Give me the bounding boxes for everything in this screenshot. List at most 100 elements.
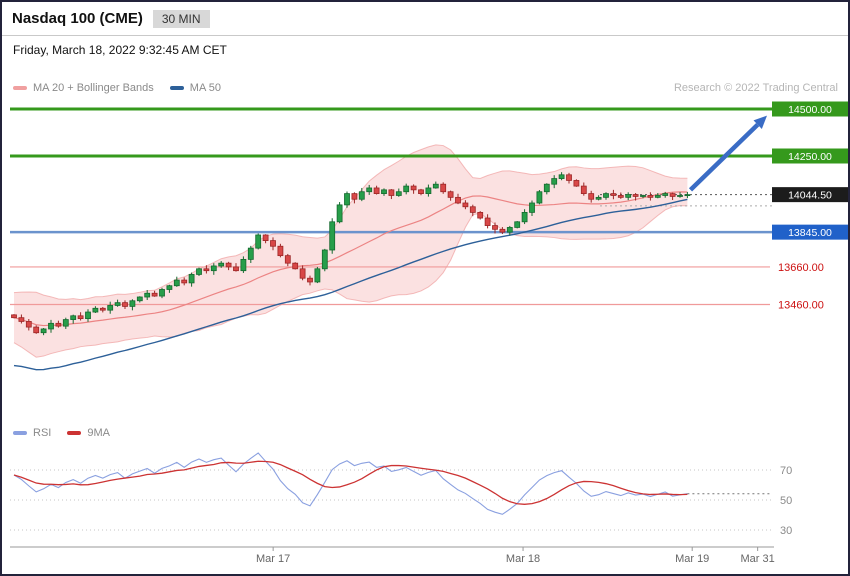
candle [455,193,461,205]
timeframe-badge: 30 MIN [152,9,210,28]
support-level-label: 13460.00 [778,300,824,312]
rsi-panel: 70 50 30 Mar 17 Mar 18 Mar 19 Mar 31 [10,452,792,565]
rsi-legend: RSI 9MA [13,427,126,439]
candle [403,183,410,195]
candle [580,182,587,196]
candle [388,189,395,200]
candle [617,192,624,199]
candle [536,190,543,205]
candle [647,192,654,201]
rsi-ma-line [13,460,688,505]
candle [55,320,62,328]
candle [225,261,232,271]
candle [543,183,550,195]
trend-arrow-head-icon [753,115,767,129]
ma50-line [13,198,688,371]
bollinger-label: MA 20 + Bollinger Bands [33,82,154,94]
candle [151,290,158,297]
candle [329,218,336,254]
candle [210,263,217,275]
legend-item-bollinger: MA 20 + Bollinger Bands [13,82,154,94]
candle [122,300,128,310]
candle [381,188,387,196]
candle [358,187,365,202]
candle [307,275,313,286]
level-label: 14044.50 [788,189,832,201]
candle [25,318,32,331]
x-axis-label: Mar 31 [741,553,775,565]
candle [196,267,202,276]
level-label-box [772,187,848,203]
candle [595,195,602,201]
candle [447,190,454,201]
candle [351,192,358,204]
candle [129,299,136,311]
level-label-box [772,148,848,164]
candle [173,276,180,287]
candle [366,184,373,195]
candle [395,188,402,197]
candle [462,200,469,210]
legend-item-rsi: RSI [13,427,51,439]
candle [11,314,17,319]
candle [640,194,646,199]
candle [588,190,595,203]
level-label-box [772,224,848,240]
candle [188,272,195,287]
rsi-ma-swatch-icon [67,431,82,435]
ma50-label: MA 50 [189,82,221,94]
rsi-label: RSI [33,427,52,439]
support-level-label: 13660.00 [778,262,824,274]
candle [558,172,565,181]
candle [144,290,151,301]
candle [662,191,669,198]
candle [255,233,262,250]
candle [336,202,343,224]
candle [136,296,143,303]
candle [418,188,424,196]
candle [521,209,528,225]
candle [469,204,476,217]
candle [277,243,284,258]
candle [181,277,188,286]
candle [440,182,447,194]
header: Nasdaq 100 (CME) 30 MIN [2,2,848,36]
x-axis-label: Mar 18 [506,553,540,565]
candle [677,192,683,198]
rsi-ma-label: 9MA [87,427,110,439]
rsi-grid-label: 30 [780,525,792,537]
legend-item-9ma: 9MA [67,427,110,439]
x-axis-label: Mar 17 [256,553,290,565]
candle [344,191,350,208]
level-label: 13845.00 [788,227,832,239]
ma20-line [13,191,688,327]
candle [247,245,254,263]
candle [484,214,491,229]
candle [314,266,321,284]
candle [85,309,91,322]
main-legend: MA 20 + Bollinger Bands MA 50 Research ©… [13,82,838,94]
candle [573,179,580,187]
trend-arrow [688,123,760,192]
candle [48,319,54,333]
candle [33,325,40,334]
copyright-text: Research © 2022 Trading Central [673,82,838,94]
candle [40,328,47,336]
candle [566,172,572,184]
candle [92,306,99,313]
instrument-title: Nasdaq 100 (CME) [12,10,143,27]
candle [114,299,121,307]
candle [632,193,639,201]
candle [99,306,106,313]
candle [603,192,609,200]
candle [218,261,225,268]
candle [432,181,439,189]
candle [166,284,173,293]
candle [18,314,25,324]
level-label: 14500.00 [788,104,832,116]
candle [159,287,165,299]
candle [77,312,84,321]
candle [425,184,432,197]
candle [669,192,676,200]
